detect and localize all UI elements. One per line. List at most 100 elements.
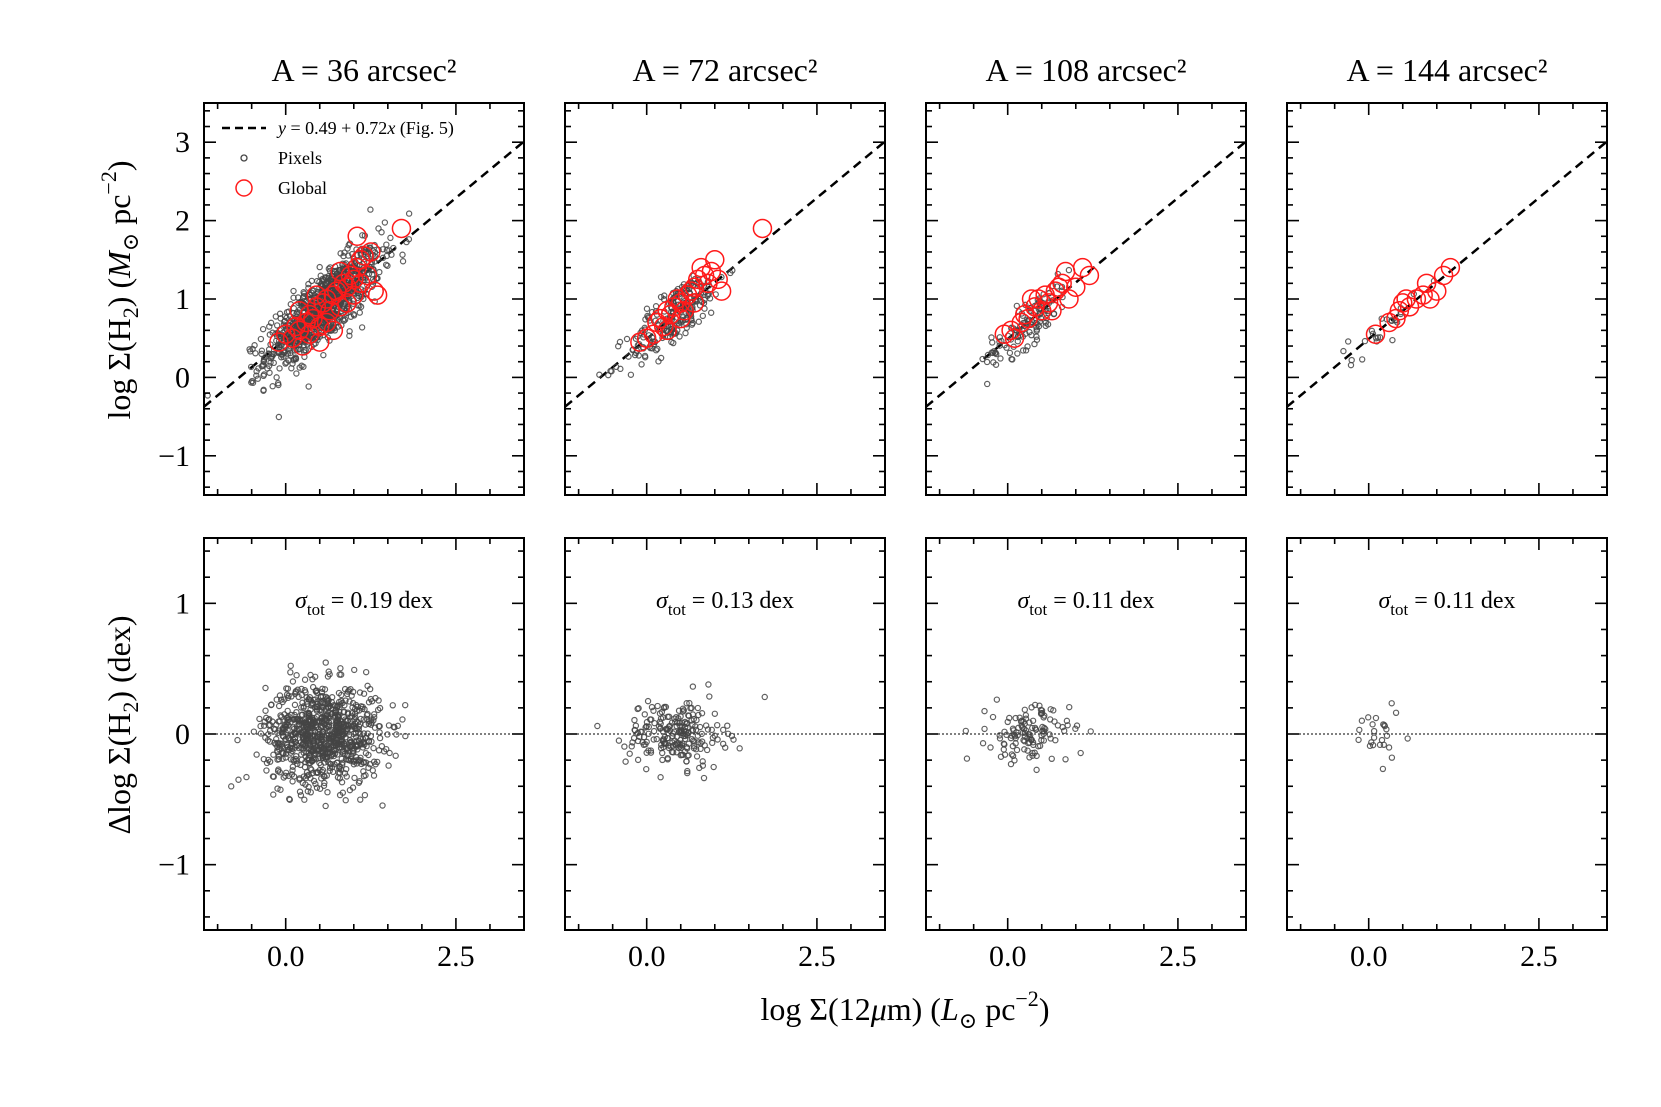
pixel-point (676, 333, 683, 340)
residual-point (301, 687, 309, 694)
residual-point (287, 737, 294, 744)
pixel-point (370, 265, 377, 273)
residual-point (349, 699, 357, 707)
residual-point (313, 689, 321, 697)
residual-point (700, 774, 708, 782)
pixel-point (1009, 356, 1016, 363)
residual-point (665, 725, 672, 732)
pixel-point (699, 312, 707, 320)
residual-point (996, 735, 1004, 742)
pixel-point (260, 387, 267, 394)
residual-point (987, 744, 994, 751)
pixel-point (1037, 315, 1045, 322)
residual-point (996, 732, 1003, 739)
residual-point (295, 717, 302, 725)
residual-point (386, 749, 393, 757)
residual-point (981, 707, 988, 715)
residual-point (678, 723, 685, 731)
fit-line (926, 140, 1246, 408)
residual-point (376, 734, 384, 742)
plot-area (926, 140, 1246, 408)
residual-point (643, 765, 650, 773)
residual-point (615, 737, 623, 744)
residual-point (379, 802, 386, 809)
pixel-point (269, 383, 276, 390)
residual-point (650, 727, 658, 735)
global-point (269, 332, 289, 352)
residual-point (308, 766, 315, 773)
residual-point (352, 725, 359, 733)
residual-point (671, 715, 678, 722)
residual-point (357, 796, 364, 803)
pixel-point (253, 372, 260, 379)
pixel-point (356, 309, 363, 316)
residual-point (659, 749, 666, 757)
residual-point (693, 753, 701, 760)
pixel-point (383, 252, 390, 260)
residual-point (657, 725, 664, 732)
pixel-point (652, 346, 660, 354)
pixel-point (384, 262, 391, 269)
legend: y = 0.49 + 0.72x (Fig. 5) Pixels Global (222, 118, 454, 198)
residual-point (260, 755, 268, 763)
residual-point (276, 718, 283, 725)
pixel-point (1369, 330, 1377, 337)
residual-point (724, 722, 731, 729)
residual-point (689, 683, 697, 690)
residual-point (351, 739, 358, 746)
residual-point (289, 767, 296, 774)
pixel-point (382, 261, 390, 268)
residual-point (270, 751, 277, 758)
residual-point (979, 740, 987, 747)
residual-point (279, 755, 286, 762)
residual-point (647, 749, 655, 756)
residual-point (305, 713, 313, 720)
pixel-point (341, 249, 348, 256)
residual-point (1380, 721, 1387, 728)
residual-point (332, 742, 339, 750)
residual-point (989, 713, 997, 721)
fit-line (1287, 140, 1607, 408)
residual-point (345, 687, 353, 694)
global-point (333, 273, 354, 294)
global-point (1440, 257, 1461, 278)
residual-point (356, 740, 364, 748)
global-point (320, 301, 340, 321)
residual-point (304, 756, 311, 764)
pixel-point (316, 263, 323, 271)
residual-point (364, 682, 371, 690)
residual-point (335, 765, 343, 772)
residual-point (319, 766, 327, 774)
residual-point (343, 773, 350, 780)
y-tick-label: 2 (175, 205, 190, 238)
residual-point (683, 745, 691, 752)
residual-point (291, 730, 299, 737)
y-tick-label: −1 (158, 849, 190, 882)
panel-title: A = 36 arcsec² (272, 52, 457, 88)
residual-point (321, 779, 328, 787)
pixel-point (635, 352, 642, 359)
residual-point (653, 735, 660, 743)
residual-point (273, 721, 280, 728)
residual-point (355, 758, 363, 765)
y-tick-label: 0 (175, 718, 190, 751)
pixel-point (1361, 337, 1369, 345)
residual-point (1029, 752, 1036, 759)
residual-point (257, 722, 264, 730)
residual-point (761, 693, 768, 701)
global-point (1079, 265, 1100, 286)
residual-point (719, 726, 727, 734)
residual-point (320, 782, 328, 789)
residual-point (622, 758, 629, 765)
residual-point (684, 752, 691, 760)
global-point (350, 273, 371, 294)
residual-point (319, 713, 326, 721)
pixel-point (344, 309, 351, 316)
sigma-annotation: σtot = 0.13 dex (656, 588, 794, 619)
residual-point (679, 740, 686, 747)
pixel-point (357, 303, 365, 311)
residual-point (678, 751, 686, 758)
pixel-point (374, 275, 381, 282)
residual-point (1029, 717, 1037, 724)
panel-5: σtot = 0.19 dex 0.0 2.5 −1 0 1 (158, 537, 525, 973)
